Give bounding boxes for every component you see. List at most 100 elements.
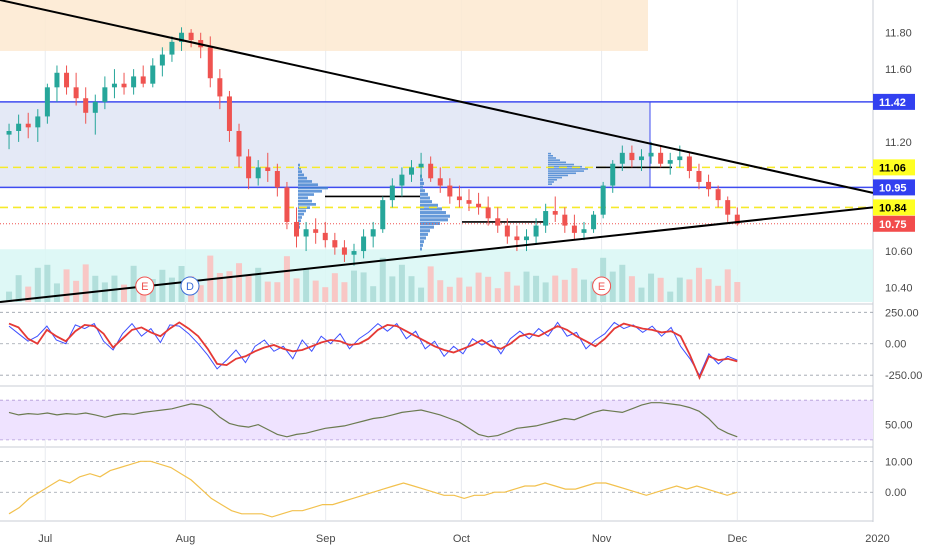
- volume-bar: [734, 282, 741, 302]
- volume-bar: [676, 277, 683, 302]
- momentum-axis-tick: 10.00: [885, 456, 913, 468]
- price-label: 10.84: [873, 199, 915, 216]
- volume-bar: [609, 271, 616, 302]
- volume-bar: [571, 268, 578, 302]
- volume-bar: [226, 271, 233, 302]
- volume-bar: [389, 276, 396, 302]
- volume-bar: [322, 287, 329, 302]
- candle-body: [725, 200, 731, 215]
- candle-body: [677, 156, 683, 161]
- zone-orange: [0, 0, 648, 51]
- candle-body: [447, 185, 453, 197]
- candle-body: [351, 251, 357, 255]
- volume-bar: [504, 271, 511, 302]
- volume-bar: [245, 274, 252, 302]
- candle-body: [159, 54, 165, 66]
- candle-body: [294, 221, 300, 237]
- volume-profile-bar: [420, 232, 428, 236]
- volume-bar: [216, 273, 223, 302]
- volume-profile-bar: [298, 186, 328, 190]
- candle-body: [121, 83, 127, 88]
- candle-body: [370, 229, 376, 237]
- volume-bar: [437, 280, 444, 302]
- candle-body: [140, 76, 146, 84]
- volume-bar: [303, 269, 310, 302]
- price-axis-tick: 11.20: [885, 137, 912, 149]
- candle-body: [399, 174, 405, 186]
- candle-body: [543, 211, 549, 226]
- volume-bar: [197, 285, 204, 302]
- event-marker-label: D: [186, 281, 194, 293]
- candle-body: [246, 156, 252, 179]
- volume-bar: [255, 267, 262, 302]
- candle-body: [648, 152, 654, 157]
- candle-body: [389, 185, 395, 201]
- volume-profile-bar: [420, 178, 423, 182]
- candle-body: [92, 101, 98, 113]
- candle-body: [409, 167, 415, 175]
- volume-bar: [523, 271, 530, 302]
- candle-body: [437, 178, 443, 186]
- volume-profile-bar: [298, 203, 316, 206]
- candle-body: [600, 185, 606, 215]
- volume-profile-nov: [548, 152, 588, 185]
- candle-body: [428, 163, 434, 179]
- price-label: 10.75: [873, 215, 915, 232]
- price-label-box: [873, 215, 915, 232]
- volume-bar: [456, 277, 463, 302]
- cci-axis-tick: 0.00: [885, 339, 906, 351]
- volume-bar: [465, 286, 472, 302]
- volume-bar: [513, 285, 520, 302]
- volume-bar: [561, 279, 568, 302]
- volume-profile-bar: [298, 167, 301, 170]
- candle-body: [715, 189, 721, 201]
- time-axis-tick: Nov: [592, 533, 612, 545]
- volume-profile-bar: [548, 183, 552, 185]
- volume-profile-bar: [420, 211, 446, 215]
- volume-bar: [236, 263, 243, 302]
- candle-body: [255, 167, 261, 179]
- volume-profile-bar: [420, 181, 424, 185]
- momentum-line: [8, 460, 738, 518]
- price-label: 11.06: [873, 159, 915, 176]
- volume-profile-bar: [420, 243, 423, 247]
- event-marker: D: [180, 276, 200, 296]
- volume-profile-bar: [420, 192, 428, 196]
- volume-profile-bar: [298, 189, 322, 193]
- volume-bar: [312, 280, 319, 302]
- trendline: [0, 0, 874, 194]
- candle-body: [734, 214, 740, 224]
- volume-bar: [638, 287, 645, 302]
- candle-body: [638, 156, 644, 161]
- candle-body: [188, 32, 194, 41]
- candle-body: [591, 214, 597, 230]
- volume-profile-bar: [548, 152, 551, 155]
- volume-bar: [705, 279, 712, 302]
- volume-profile-bar: [298, 219, 301, 223]
- volume-profile-bar: [298, 183, 318, 187]
- candle-body: [619, 152, 625, 164]
- candle-body: [265, 167, 271, 172]
- rsi-axis-tick: 50.00: [885, 420, 913, 432]
- volume-bar: [379, 257, 386, 302]
- price-label-text: 10.84: [879, 202, 907, 214]
- time-axis-tick: Sep: [316, 533, 336, 545]
- price-axis-tick: 11.60: [885, 64, 912, 76]
- candle-body: [150, 65, 156, 84]
- volume-profile-bar: [548, 155, 553, 157]
- volume-bar: [724, 269, 731, 302]
- volume-bar: [63, 269, 70, 302]
- volume-profile-bar: [420, 240, 424, 244]
- cci-axis-tick: 250.00: [885, 307, 919, 319]
- volume-bar: [475, 272, 482, 302]
- candle-body: [380, 200, 386, 230]
- volume-profile-bar: [420, 196, 430, 200]
- time-axis-tick: Dec: [728, 533, 748, 545]
- volume-profile-bar: [298, 216, 302, 219]
- candle-body: [16, 123, 22, 131]
- volume-bar: [130, 265, 137, 302]
- time-axis-tick: Jul: [38, 533, 52, 545]
- volume-profile-bar: [420, 214, 450, 218]
